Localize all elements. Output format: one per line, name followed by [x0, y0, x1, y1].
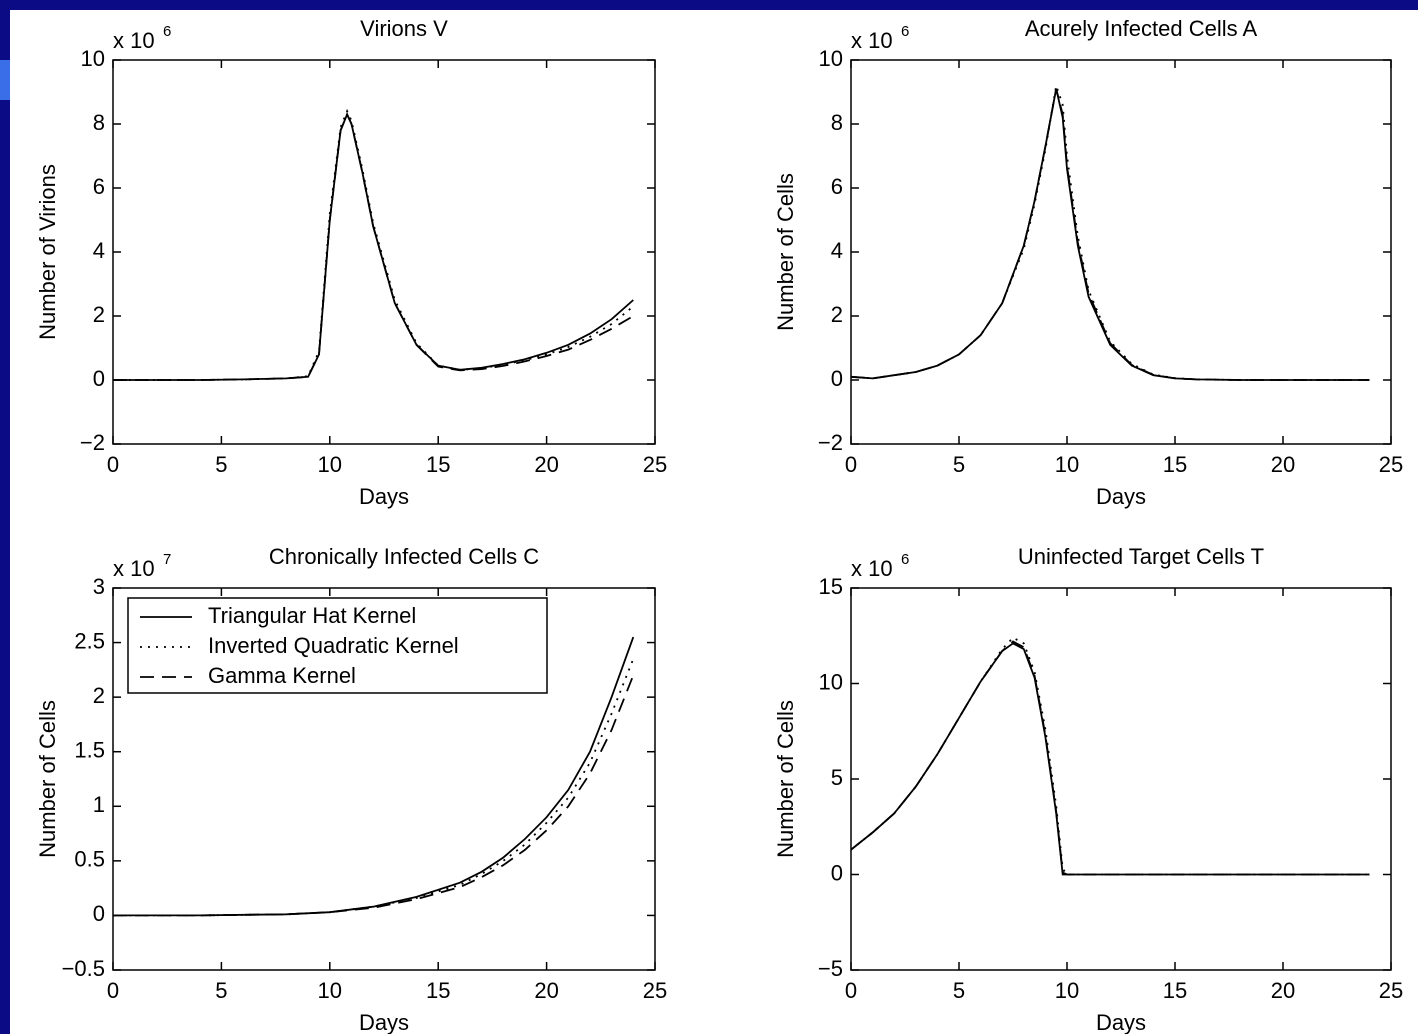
y-tick-label: 10	[819, 669, 843, 694]
y-axis-label: Number of Virions	[35, 164, 60, 340]
y-tick-label: 3	[93, 574, 105, 599]
legend-label: Gamma Kernel	[208, 663, 356, 688]
y-tick-label: 0	[93, 901, 105, 926]
x-tick-label: 10	[318, 978, 342, 1003]
y-multiplier-exponent: 6	[901, 23, 909, 40]
x-tick-label: 20	[1271, 452, 1295, 477]
y-multiplier-exponent: 6	[901, 551, 909, 568]
y-multiplier: x 10	[851, 556, 893, 581]
y-tick-label: 0	[831, 860, 843, 885]
y-tick-label: 0	[831, 366, 843, 391]
chart-title: Acurely Infected Cells A	[1025, 16, 1258, 41]
y-axis-label: Number of Cells	[773, 700, 798, 858]
y-tick-label: 6	[831, 174, 843, 199]
legend-label: Triangular Hat Kernel	[208, 603, 416, 628]
x-tick-label: 5	[215, 978, 227, 1003]
series-line	[113, 112, 634, 381]
y-tick-label: 8	[93, 110, 105, 135]
y-tick-label: −5	[818, 956, 843, 981]
y-multiplier: x 10	[113, 28, 155, 53]
x-tick-label: 15	[426, 978, 450, 1003]
y-tick-label: 2	[93, 302, 105, 327]
y-multiplier-exponent: 6	[163, 23, 171, 40]
series-line	[113, 108, 634, 381]
y-multiplier-exponent: 7	[163, 551, 171, 568]
x-tick-label: 5	[953, 452, 965, 477]
y-multiplier: x 10	[113, 556, 155, 581]
y-tick-label: 1.5	[74, 738, 105, 763]
y-tick-label: 2	[93, 683, 105, 708]
y-tick-label: 2	[831, 302, 843, 327]
x-tick-label: 15	[1163, 978, 1187, 1003]
x-tick-label: 10	[1055, 978, 1079, 1003]
legend-box	[127, 597, 548, 694]
y-tick-label: −0.5	[62, 956, 105, 981]
chart-title: Chronically Infected Cells C	[269, 544, 539, 569]
chart-title: Virions V	[360, 16, 448, 41]
x-tick-label: 0	[107, 452, 119, 477]
y-tick-label: 15	[819, 574, 843, 599]
axes-box	[850, 59, 1392, 445]
x-tick-label: 15	[1163, 452, 1187, 477]
x-tick-label: 5	[953, 978, 965, 1003]
x-tick-label: 20	[1271, 978, 1295, 1003]
y-tick-label: 1	[93, 792, 105, 817]
x-tick-label: 25	[1379, 978, 1403, 1003]
y-tick-label: −2	[818, 430, 843, 455]
y-tick-label: 4	[831, 238, 843, 263]
x-tick-label: 0	[845, 978, 857, 1003]
y-tick-label: 8	[831, 110, 843, 135]
x-tick-label: 20	[534, 452, 558, 477]
y-tick-label: 5	[831, 765, 843, 790]
series-line	[850, 640, 1370, 876]
chart-title: Uninfected Target Cells T	[1018, 544, 1264, 569]
y-tick-label: 10	[81, 46, 105, 71]
series-line	[850, 85, 1370, 381]
x-axis-label: Days	[359, 484, 409, 509]
legend-label: Inverted Quadratic Kernel	[208, 633, 459, 658]
axes-box	[850, 587, 1392, 971]
y-tick-label: 4	[93, 238, 105, 263]
y-tick-label: 6	[93, 174, 105, 199]
x-tick-label: 25	[643, 452, 667, 477]
y-multiplier: x 10	[851, 28, 893, 53]
y-tick-label: 0	[93, 366, 105, 391]
series-line	[113, 674, 635, 917]
x-axis-label: Days	[359, 1010, 409, 1034]
x-tick-label: 10	[1055, 452, 1079, 477]
x-tick-label: 20	[534, 978, 558, 1003]
y-tick-label: −2	[80, 430, 105, 455]
series-line	[850, 88, 1370, 381]
x-axis-label: Days	[1096, 484, 1146, 509]
y-tick-label: 10	[819, 46, 843, 71]
y-tick-label: 2.5	[74, 628, 105, 653]
y-axis-label: Number of Cells	[35, 700, 60, 858]
x-tick-label: 25	[643, 978, 667, 1003]
x-tick-label: 15	[426, 452, 450, 477]
y-axis-label: Number of Cells	[773, 173, 798, 331]
x-tick-label: 0	[845, 452, 857, 477]
x-tick-label: 25	[1379, 452, 1403, 477]
x-axis-label: Days	[1096, 1010, 1146, 1034]
x-tick-label: 10	[318, 452, 342, 477]
y-tick-label: 0.5	[74, 847, 105, 872]
x-tick-label: 5	[215, 452, 227, 477]
axes-box	[112, 59, 656, 445]
x-tick-label: 0	[107, 978, 119, 1003]
